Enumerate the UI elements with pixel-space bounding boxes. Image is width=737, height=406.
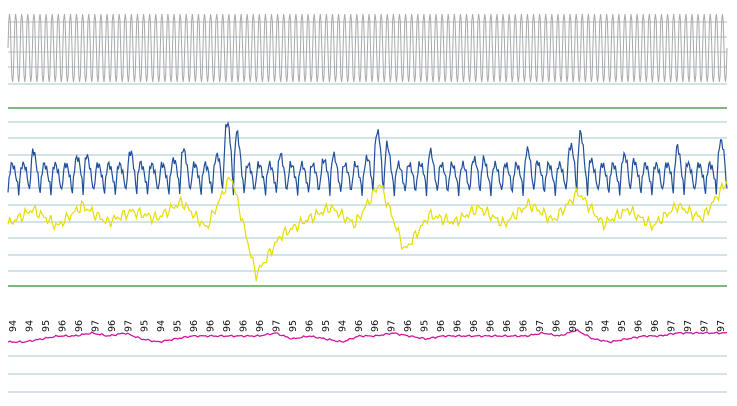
tick-label-23: 96 [370, 320, 381, 332]
tick-label-10: 94 [156, 320, 167, 332]
tick-label-38: 95 [617, 320, 628, 332]
tick-label-39: 96 [634, 320, 645, 332]
tick-label-21: 94 [337, 320, 348, 332]
tick-label-28: 96 [453, 320, 464, 332]
tick-label-17: 97 [271, 320, 282, 332]
tick-label-31: 96 [502, 320, 513, 332]
tick-label-7: 96 [107, 320, 118, 332]
tick-label-24: 97 [387, 320, 398, 332]
tick-label-14: 96 [222, 320, 233, 332]
top-series-line-1 [7, 13, 728, 83]
tick-label-6: 97 [90, 320, 101, 332]
tick-label-30: 96 [486, 320, 497, 332]
tick-label-8: 97 [123, 320, 134, 332]
tick-label-1: 94 [8, 320, 19, 332]
tick-label-4: 96 [57, 320, 68, 332]
tick-label-26: 95 [420, 320, 431, 332]
bottom-trend-panel: 94 94 95 96 96 97 96 97 95 94 95 96 96 96 96 96 97 95 96 95… [7, 320, 728, 393]
tick-label-3: 95 [41, 320, 52, 332]
tick-label-43: 97 [700, 320, 711, 332]
tick-label-29: 96 [469, 320, 480, 332]
tick-label-33: 97 [535, 320, 546, 332]
tick-label-13: 96 [206, 320, 217, 332]
tick-label-44: 97 [716, 320, 727, 332]
tick-label-11: 95 [173, 320, 184, 332]
tick-label-18: 95 [288, 320, 299, 332]
middle-waveform-panel [7, 107, 728, 287]
tick-label-32: 96 [518, 320, 529, 332]
tick-label-42: 97 [683, 320, 694, 332]
bottom-series-line-1 [7, 328, 728, 344]
tick-label-15: 96 [239, 320, 250, 332]
tick-label-34: 96 [551, 320, 562, 332]
tick-label-27: 96 [436, 320, 447, 332]
tick-label-35: 98 [568, 320, 579, 332]
tick-label-19: 96 [304, 320, 315, 332]
tick-label-37: 94 [601, 320, 612, 332]
middle-series-line-1 [7, 121, 728, 197]
tick-label-20: 95 [321, 320, 332, 332]
tick-label-40: 96 [650, 320, 661, 332]
tick-label-36: 95 [584, 320, 595, 332]
middle-series-line-2 [7, 176, 728, 282]
tick-label-25: 96 [403, 320, 414, 332]
tick-label-16: 96 [255, 320, 266, 332]
tick-label-5: 96 [74, 320, 85, 332]
tick-label-9: 95 [140, 320, 151, 332]
tick-label-12: 96 [189, 320, 200, 332]
tick-label-41: 97 [667, 320, 678, 332]
tick-label-22: 96 [354, 320, 365, 332]
tick-label-2: 94 [25, 320, 36, 332]
top-waveform-panel [7, 13, 728, 85]
